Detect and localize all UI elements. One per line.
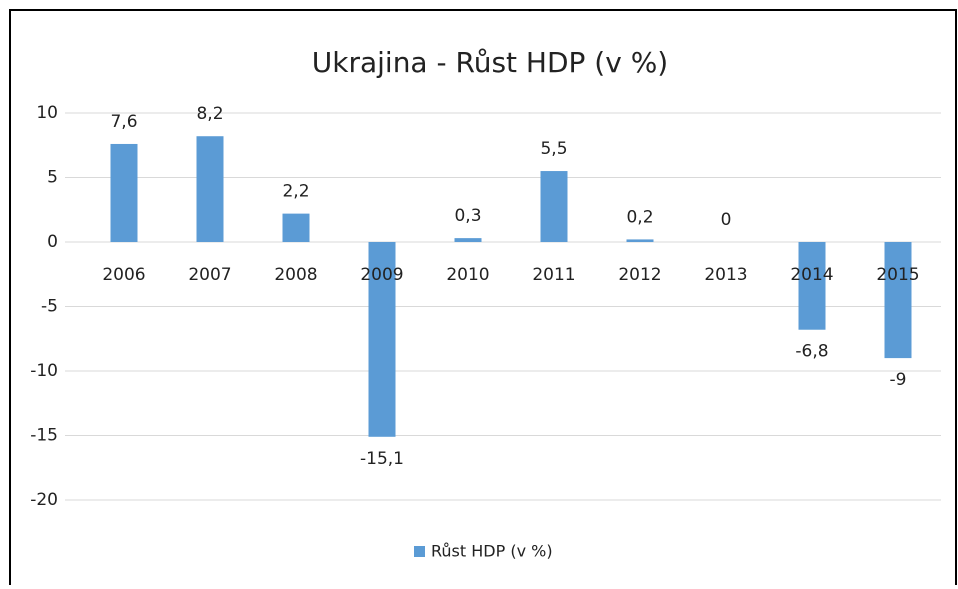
- x-tick-label: 2012: [618, 265, 661, 285]
- y-tick-label: 10: [36, 103, 58, 123]
- data-label: 5,5: [540, 139, 567, 159]
- y-tick-label: 0: [47, 232, 58, 252]
- data-label: 8,2: [196, 104, 223, 124]
- y-tick-label: -10: [30, 361, 58, 381]
- y-tick-label: 5: [47, 168, 58, 188]
- data-label: -6,8: [795, 342, 828, 362]
- x-tick-label: 2007: [188, 265, 231, 285]
- bar: [196, 136, 224, 242]
- bar: [368, 242, 396, 437]
- data-label: 2,2: [282, 182, 309, 202]
- bar: [454, 238, 482, 242]
- legend-label: Růst HDP (v %): [431, 542, 553, 561]
- bar: [626, 239, 654, 242]
- chart-title: Ukrajina - Růst HDP (v %): [312, 46, 668, 79]
- data-label: -9: [890, 370, 907, 390]
- data-label: -15,1: [360, 449, 404, 469]
- chart-frame: [9, 9, 957, 589]
- legend-swatch: [414, 546, 425, 557]
- data-label: 7,6: [110, 112, 137, 132]
- data-label: 0,3: [454, 206, 481, 226]
- y-tick-label: -20: [30, 490, 58, 510]
- x-tick-label: 2011: [532, 265, 575, 285]
- x-tick-label: 2015: [876, 265, 919, 285]
- x-tick-label: 2008: [274, 265, 317, 285]
- bar: [884, 242, 912, 359]
- x-tick-label: 2014: [790, 265, 833, 285]
- bar: [798, 242, 826, 330]
- y-tick-label: -15: [30, 426, 58, 446]
- bar: [282, 213, 310, 242]
- y-tick-label: -5: [41, 297, 58, 317]
- x-tick-label: 2010: [446, 265, 489, 285]
- x-tick-label: 2006: [102, 265, 145, 285]
- bar: [540, 171, 568, 242]
- x-tick-label: 2009: [360, 265, 403, 285]
- bar: [110, 143, 138, 242]
- data-label: 0,2: [626, 207, 653, 227]
- data-label: 0: [721, 210, 732, 230]
- x-tick-label: 2013: [704, 265, 747, 285]
